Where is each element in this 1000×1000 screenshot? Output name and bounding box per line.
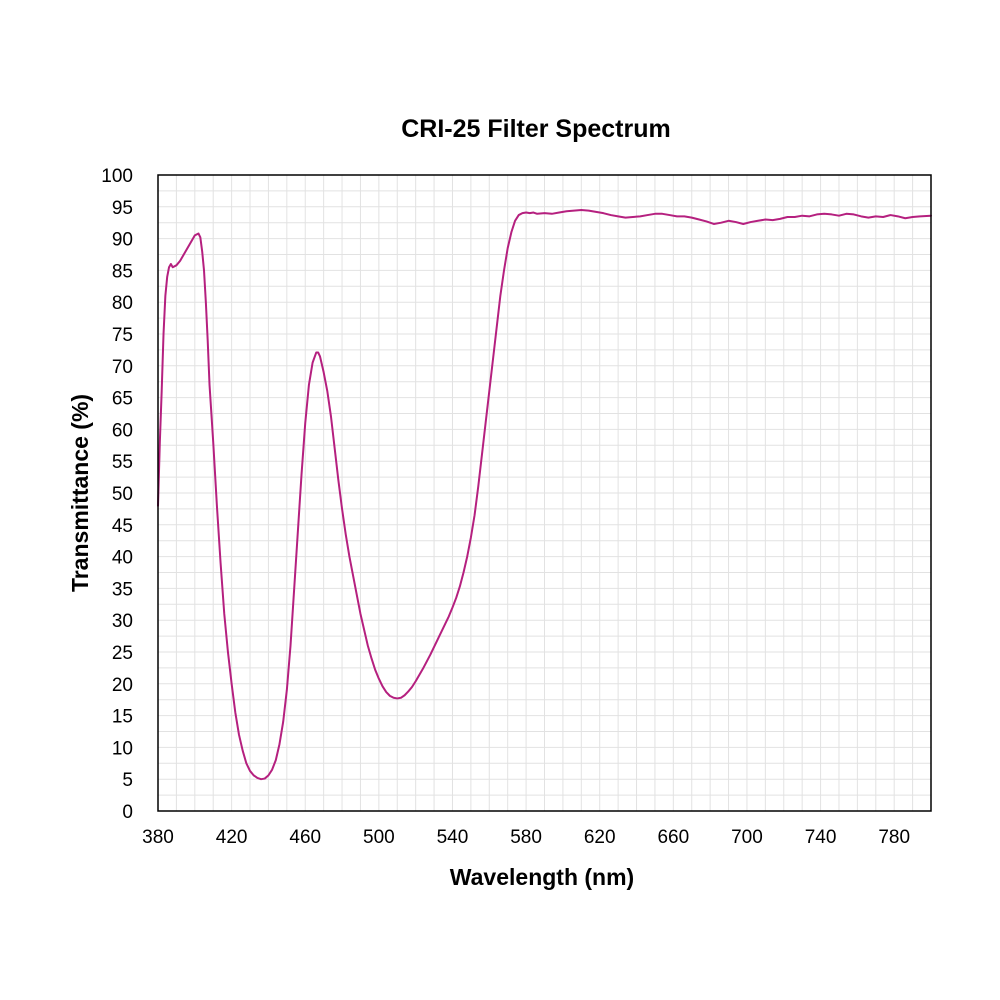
x-tick-label: 780 <box>878 827 910 848</box>
x-tick-label: 460 <box>289 827 321 848</box>
y-tick-label: 35 <box>112 579 133 600</box>
y-tick-label: 45 <box>112 516 133 537</box>
series-line-1 <box>157 208 932 781</box>
y-tick-label: 55 <box>112 452 133 473</box>
series-layer <box>157 208 932 781</box>
y-tick-labels: 0 5 10 15 20 25 30 35 40 45 50 55 60 65 70 75 80 85 90 95 10… <box>101 166 133 823</box>
chart-title: CRI-25 Filter Spectrum <box>401 115 671 143</box>
grid <box>158 175 931 811</box>
y-tick-label: 30 <box>112 611 133 632</box>
y-tick-label: 50 <box>112 484 133 505</box>
y-tick-label: 75 <box>112 325 133 346</box>
y-tick-label: 5 <box>122 770 133 791</box>
y-tick-label: 10 <box>112 738 133 759</box>
y-tick-label: 15 <box>112 707 133 728</box>
plot-frame <box>157 174 932 812</box>
y-tick-label: 85 <box>112 261 133 282</box>
x-tick-label: 380 <box>142 827 174 848</box>
x-tick-labels: 380 420 460 500 540 580 620 660 700 740 780 <box>142 827 910 848</box>
y-tick-label: 80 <box>112 293 133 314</box>
y-tick-label: 0 <box>122 802 133 823</box>
y-tick-label: 70 <box>112 357 133 378</box>
y-tick-label: 40 <box>112 548 133 569</box>
x-tick-label: 620 <box>584 827 616 848</box>
x-tick-label: 540 <box>437 827 469 848</box>
y-tick-label: 90 <box>112 230 133 251</box>
x-tick-label: 740 <box>805 827 837 848</box>
y-tick-label: 60 <box>112 420 133 441</box>
y-tick-label: 65 <box>112 389 133 410</box>
y-tick-label: 100 <box>101 166 133 187</box>
x-tick-label: 420 <box>216 827 248 848</box>
y-axis-title: Transmittance (%) <box>67 394 93 592</box>
x-tick-label: 700 <box>731 827 763 848</box>
x-tick-label: 500 <box>363 827 395 848</box>
y-tick-label: 20 <box>112 675 133 696</box>
x-tick-label: 580 <box>510 827 542 848</box>
x-tick-label: 660 <box>657 827 689 848</box>
x-axis-title: Wavelength (nm) <box>450 864 634 890</box>
y-tick-label: 25 <box>112 643 133 664</box>
y-tick-label: 95 <box>112 198 133 219</box>
